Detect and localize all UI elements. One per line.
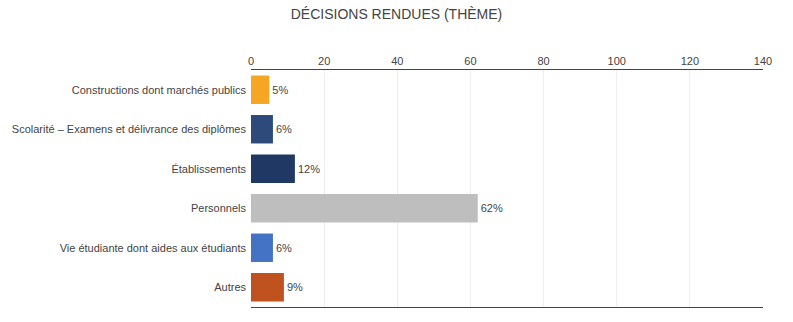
svg-text:60: 60: [464, 55, 476, 67]
svg-text:9%: 9%: [287, 281, 303, 293]
svg-text:20: 20: [318, 55, 330, 67]
svg-text:0: 0: [248, 55, 254, 67]
svg-text:Personnels: Personnels: [191, 202, 247, 214]
svg-text:120: 120: [681, 55, 699, 67]
svg-text:40: 40: [391, 55, 403, 67]
svg-text:DÉCISIONS RENDUES (THÈME): DÉCISIONS RENDUES (THÈME): [291, 6, 503, 22]
svg-text:5%: 5%: [272, 84, 288, 96]
svg-text:Établissements: Établissements: [171, 163, 246, 175]
svg-text:6%: 6%: [276, 123, 292, 135]
svg-text:Scolarité – Examens et délivra: Scolarité – Examens et délivrance des di…: [12, 123, 247, 135]
svg-text:12%: 12%: [298, 163, 320, 175]
svg-text:Constructions dont marchés pub: Constructions dont marchés publics: [72, 84, 247, 96]
svg-text:Vie étudiante dont aides aux é: Vie étudiante dont aides aux étudiants: [60, 242, 247, 254]
svg-text:Autres: Autres: [214, 281, 246, 293]
svg-text:80: 80: [537, 55, 549, 67]
svg-text:100: 100: [608, 55, 626, 67]
svg-text:140: 140: [754, 55, 772, 67]
svg-text:6%: 6%: [276, 242, 292, 254]
svg-text:62%: 62%: [481, 202, 503, 214]
